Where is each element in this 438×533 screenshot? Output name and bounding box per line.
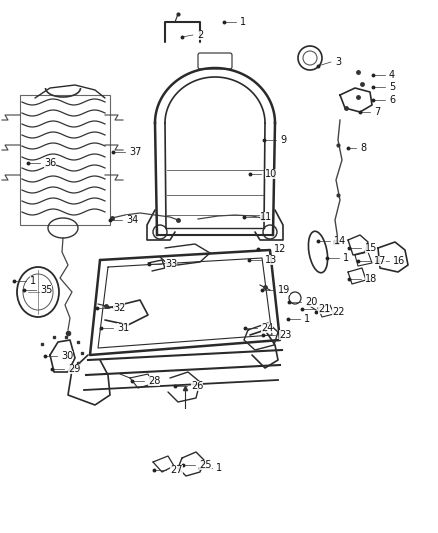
Text: 30: 30 — [61, 351, 73, 361]
Text: 37: 37 — [129, 147, 141, 157]
Text: 16: 16 — [393, 256, 405, 266]
Text: 35: 35 — [40, 285, 53, 295]
Text: 14: 14 — [334, 236, 346, 246]
Text: 22: 22 — [332, 307, 345, 317]
Text: 25: 25 — [199, 460, 212, 470]
Text: 9: 9 — [280, 135, 286, 145]
Text: 15: 15 — [365, 243, 378, 253]
Text: 21: 21 — [318, 304, 330, 314]
Text: 27: 27 — [170, 465, 183, 475]
Text: 8: 8 — [360, 143, 366, 153]
Text: 11: 11 — [260, 212, 272, 222]
Text: 1: 1 — [343, 253, 349, 263]
Text: 1: 1 — [30, 276, 36, 286]
Text: 2: 2 — [197, 30, 203, 40]
Text: 34: 34 — [126, 215, 138, 225]
Text: 29: 29 — [68, 364, 81, 374]
Text: 26: 26 — [191, 381, 203, 391]
Text: 18: 18 — [365, 274, 377, 284]
Text: 10: 10 — [265, 169, 277, 179]
Text: 1: 1 — [304, 314, 310, 324]
Text: 6: 6 — [389, 95, 395, 105]
Text: 12: 12 — [274, 244, 286, 254]
Text: 24: 24 — [261, 323, 273, 333]
Text: 1: 1 — [216, 463, 222, 473]
Text: 36: 36 — [44, 158, 56, 168]
Text: 13: 13 — [265, 255, 277, 265]
Text: 28: 28 — [148, 376, 160, 386]
Text: 5: 5 — [389, 82, 395, 92]
Text: 3: 3 — [335, 57, 341, 67]
Text: 31: 31 — [117, 323, 129, 333]
Text: 32: 32 — [113, 303, 125, 313]
Bar — [20, 95, 110, 225]
Text: 4: 4 — [389, 70, 395, 80]
Text: 1: 1 — [240, 17, 246, 27]
Text: 7: 7 — [374, 107, 380, 117]
Text: 17: 17 — [374, 256, 386, 266]
Text: 20: 20 — [305, 297, 318, 307]
Text: 19: 19 — [278, 285, 290, 295]
Text: 23: 23 — [279, 330, 291, 340]
Text: 33: 33 — [165, 259, 177, 269]
